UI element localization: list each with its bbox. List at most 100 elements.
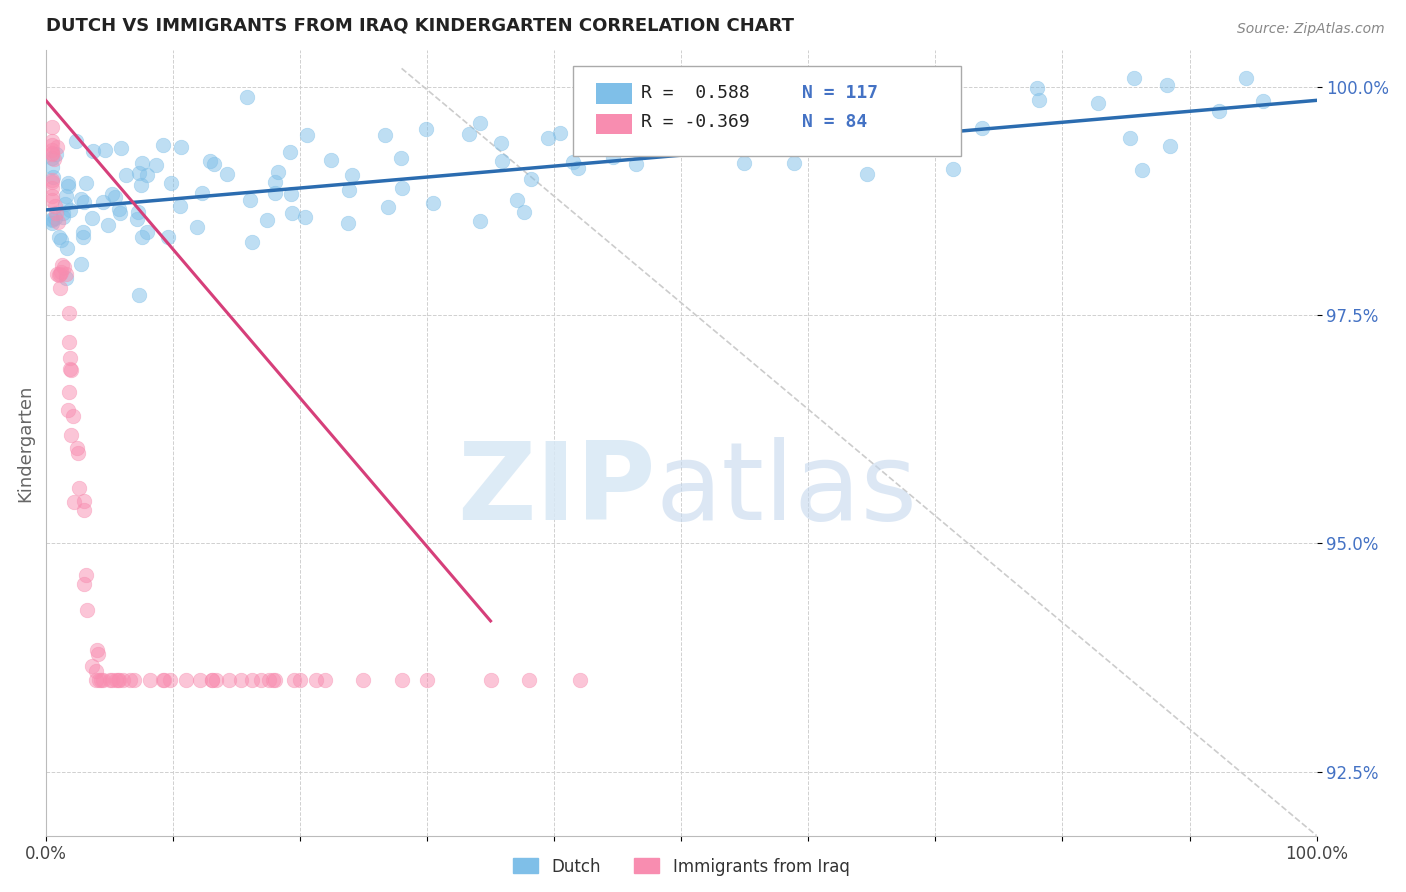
Immigrants from Iraq	[56, 403, 79, 417]
Dutch	[783, 155, 806, 169]
Immigrants from Iraq	[49, 265, 72, 279]
Immigrants from Iraq	[288, 673, 311, 688]
Dutch	[340, 168, 363, 182]
Dutch	[389, 151, 412, 165]
Dutch	[41, 216, 63, 230]
Dutch	[374, 128, 396, 142]
Text: ZIP: ZIP	[457, 437, 655, 543]
Dutch	[110, 206, 132, 220]
Dutch	[75, 176, 97, 190]
Immigrants from Iraq	[90, 673, 112, 688]
Dutch	[600, 109, 623, 123]
Dutch	[55, 270, 77, 285]
Immigrants from Iraq	[41, 175, 63, 189]
Text: R =  0.588: R = 0.588	[641, 84, 749, 102]
Immigrants from Iraq	[204, 673, 226, 688]
Dutch	[73, 195, 96, 210]
Immigrants from Iraq	[42, 153, 65, 167]
Dutch	[1234, 70, 1257, 85]
Immigrants from Iraq	[41, 137, 63, 152]
Dutch	[53, 197, 76, 211]
Immigrants from Iraq	[188, 673, 211, 688]
Dutch	[97, 218, 120, 232]
Dutch	[869, 96, 891, 111]
Immigrants from Iraq	[120, 673, 142, 688]
Dutch	[602, 150, 624, 164]
Dutch	[55, 189, 77, 203]
Dutch	[45, 147, 67, 161]
Immigrants from Iraq	[45, 268, 67, 282]
Dutch	[72, 225, 94, 239]
Immigrants from Iraq	[153, 673, 176, 688]
Immigrants from Iraq	[86, 643, 108, 657]
Dutch	[41, 152, 63, 166]
Dutch	[457, 127, 479, 141]
Dutch	[41, 169, 63, 184]
Dutch	[128, 166, 150, 180]
Dutch	[537, 130, 560, 145]
Dutch	[1251, 94, 1274, 108]
Immigrants from Iraq	[59, 362, 82, 376]
Immigrants from Iraq	[218, 673, 240, 688]
Dutch	[1026, 81, 1049, 95]
Dutch	[319, 153, 342, 168]
Dutch	[131, 156, 153, 170]
Immigrants from Iraq	[41, 135, 63, 149]
Immigrants from Iraq	[231, 673, 253, 688]
Dutch	[101, 186, 124, 201]
Dutch	[160, 176, 183, 190]
Dutch	[942, 161, 965, 176]
Immigrants from Iraq	[82, 658, 104, 673]
Dutch	[294, 211, 316, 225]
Immigrants from Iraq	[517, 673, 540, 688]
Dutch	[41, 213, 63, 227]
Immigrants from Iraq	[84, 664, 107, 678]
Dutch	[491, 136, 513, 150]
Immigrants from Iraq	[41, 173, 63, 187]
Dutch	[94, 143, 117, 157]
Immigrants from Iraq	[75, 568, 97, 582]
Dutch	[65, 134, 87, 148]
Immigrants from Iraq	[250, 673, 273, 688]
Dutch	[236, 89, 259, 103]
Immigrants from Iraq	[124, 673, 146, 688]
Immigrants from Iraq	[44, 199, 66, 213]
Dutch	[506, 193, 529, 207]
Dutch	[115, 169, 138, 183]
FancyBboxPatch shape	[596, 114, 631, 134]
Dutch	[733, 155, 755, 169]
Dutch	[56, 177, 79, 191]
Dutch	[110, 141, 132, 155]
Immigrants from Iraq	[263, 673, 285, 688]
Dutch	[470, 214, 492, 228]
Legend: Dutch, Immigrants from Iraq: Dutch, Immigrants from Iraq	[506, 851, 856, 882]
Dutch	[278, 145, 301, 160]
Immigrants from Iraq	[416, 673, 439, 688]
Immigrants from Iraq	[58, 384, 80, 399]
Immigrants from Iraq	[152, 673, 174, 688]
Immigrants from Iraq	[49, 268, 72, 282]
Dutch	[157, 230, 180, 244]
Dutch	[186, 219, 208, 234]
Dutch	[202, 157, 225, 171]
Immigrants from Iraq	[283, 673, 305, 688]
FancyBboxPatch shape	[574, 66, 960, 156]
Dutch	[1156, 78, 1178, 92]
Immigrants from Iraq	[568, 673, 591, 688]
Dutch	[136, 168, 159, 182]
Dutch	[82, 211, 104, 225]
Dutch	[1123, 70, 1146, 85]
Immigrants from Iraq	[55, 267, 77, 281]
Dutch	[295, 128, 318, 142]
Dutch	[70, 192, 93, 206]
Immigrants from Iraq	[257, 673, 280, 688]
Immigrants from Iraq	[112, 673, 135, 688]
Dutch	[763, 118, 786, 132]
Immigrants from Iraq	[46, 215, 69, 229]
Immigrants from Iraq	[63, 495, 86, 509]
Immigrants from Iraq	[58, 334, 80, 349]
Dutch	[145, 158, 167, 172]
Dutch	[44, 211, 66, 225]
Immigrants from Iraq	[58, 305, 80, 319]
Dutch	[491, 154, 513, 169]
